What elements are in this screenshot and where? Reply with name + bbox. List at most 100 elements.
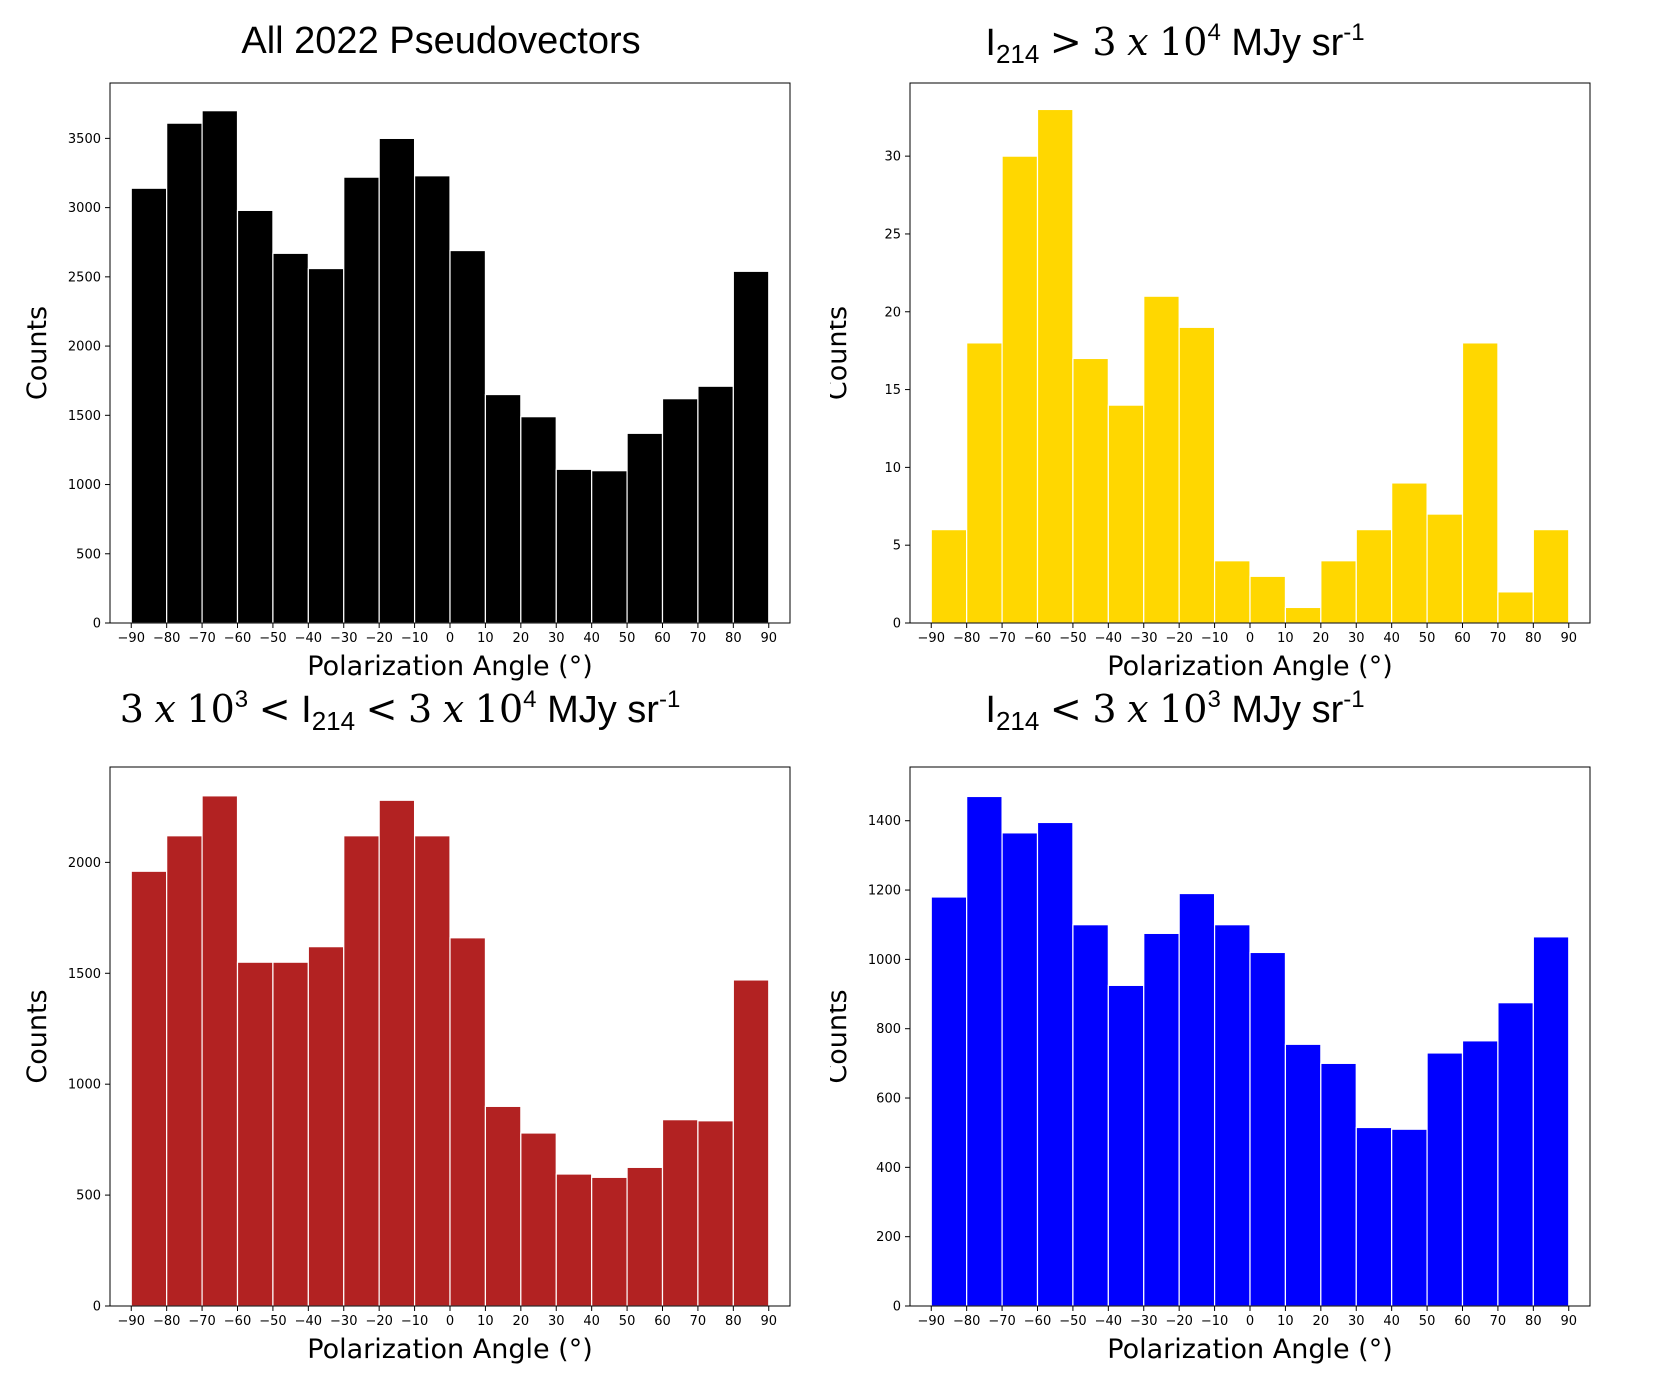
y-tick-label: 3000 [68,201,101,216]
y-axis-label: Counts [22,989,53,1083]
x-tick-label: −90 [918,1314,945,1329]
x-tick-label: −60 [224,1314,251,1329]
histogram-bar [166,835,203,1307]
chart-panel-mid-intensity: 3 x 103 < I214 < 3 x 104 MJy sr-1 −90 −80… [0,687,830,1384]
x-tick-label: −70 [188,631,215,646]
histogram-bar [1072,924,1109,1307]
x-tick-label: −50 [1059,1314,1086,1329]
x-axis-label: Polarization Angle (°) [307,651,593,682]
y-tick-label: 25 [884,227,901,242]
histogram-bar [1001,832,1039,1307]
x-tick-label: −30 [1130,631,1157,646]
x-tick-label: 10 [477,1314,494,1329]
y-tick-label: 10 [884,461,901,476]
histogram-bar [1497,1002,1534,1307]
histogram-bar [130,870,168,1307]
x-tick-label: 20 [1313,1314,1330,1329]
x-tick-label: 60 [654,631,671,646]
histogram-bar [1355,1126,1393,1307]
x-tick-label: −40 [295,1314,322,1329]
x-tick-label: 30 [548,631,565,646]
x-tick-label: −40 [295,631,322,646]
y-tick-label: 2000 [68,856,101,871]
x-tick-label: −80 [953,631,980,646]
x-tick-label: −90 [918,631,945,646]
histogram-bar [966,795,1003,1307]
x-tick-label: 20 [1313,631,1330,646]
histogram-bar [697,385,734,624]
histogram-bar [930,529,968,624]
x-tick-label: 80 [1525,1314,1542,1329]
y-tick-label: 1200 [868,884,901,899]
y-tick-label: 1000 [68,1078,101,1093]
x-tick-label: −50 [259,631,286,646]
chart-title: I214 > 3 x 104 MJy sr-1 [985,19,1365,69]
x-tick-label: 40 [1383,1314,1400,1329]
x-tick-label: 0 [1246,631,1254,646]
histogram-bar [1461,342,1499,624]
x-tick-label: 80 [725,1314,742,1329]
histogram-bar [1178,892,1216,1307]
x-tick-label: 60 [654,1314,671,1329]
histogram-bar [166,122,203,624]
histogram-bar [626,432,664,624]
y-tick-label: 200 [876,1230,901,1245]
histogram-bar [484,393,522,624]
x-tick-label: −80 [153,1314,180,1329]
y-tick-label: 1000 [68,478,101,493]
x-tick-label: 30 [1348,1314,1365,1329]
x-tick-label: 70 [1490,1314,1507,1329]
y-tick-label: 0 [893,1300,901,1315]
histogram-bar [1072,357,1109,624]
x-tick-label: 80 [725,631,742,646]
x-tick-label: −10 [1201,1314,1228,1329]
x-tick-label: −60 [1024,631,1051,646]
histogram-bar [1143,932,1180,1307]
x-tick-label: 0 [1246,1314,1254,1329]
y-tick-label: 3500 [68,132,101,147]
x-tick-label: 40 [583,631,600,646]
x-tick-label: −70 [988,1314,1015,1329]
histogram-bar [1001,155,1039,624]
histogram-bar [236,961,274,1307]
y-tick-label: 1000 [868,953,901,968]
histogram-bar [1249,951,1287,1307]
histogram-bar [378,799,416,1307]
x-tick-label: −60 [224,631,251,646]
histogram-bar [1532,529,1570,624]
y-axis-label: Counts [22,306,53,400]
x-tick-label: 60 [1454,1314,1471,1329]
x-tick-label: −10 [1201,631,1228,646]
x-tick-label: −80 [153,631,180,646]
histogram-plot: −90 −80 −70 −60 −50 −40 −30 −20 −10 0 10 20 30 40 50 60… [22,766,791,1365]
histogram-bar [930,896,968,1307]
histogram-bar [307,267,345,624]
x-tick-label: −70 [988,631,1015,646]
histogram-bar [661,1119,699,1307]
x-tick-label: 30 [1348,631,1365,646]
histogram-bar [966,342,1003,624]
y-tick-label: 0 [93,1300,101,1315]
x-tick-label: −70 [188,1314,215,1329]
x-tick-label: 80 [1525,631,1542,646]
y-tick-label: 2000 [68,340,101,355]
x-tick-label: 70 [1490,631,1507,646]
x-tick-label: 90 [1560,631,1577,646]
histogram-bar [343,835,380,1307]
y-axis-label: Counts [830,989,853,1083]
chart-title: I214 < 3 x 103 MJy sr-1 [985,686,1365,736]
histogram-bar [272,252,309,624]
x-tick-label: −10 [401,1314,428,1329]
x-tick-label: −80 [953,1314,980,1329]
chart-panel-high-intensity: I214 > 3 x 104 MJy sr-1 −90 −80 −70 −60 −50−… [830,0,1660,692]
histogram-bar [1391,482,1428,624]
x-tick-label: 50 [1419,631,1436,646]
y-tick-label: 30 [884,150,901,165]
histogram-bar [1320,1062,1357,1307]
x-tick-label: −20 [1165,631,1192,646]
histogram-bar [1461,1040,1499,1307]
histogram-bar [1426,1052,1464,1307]
x-tick-label: 70 [690,631,707,646]
histogram-bar [1213,924,1251,1307]
y-tick-label: 500 [76,547,101,562]
